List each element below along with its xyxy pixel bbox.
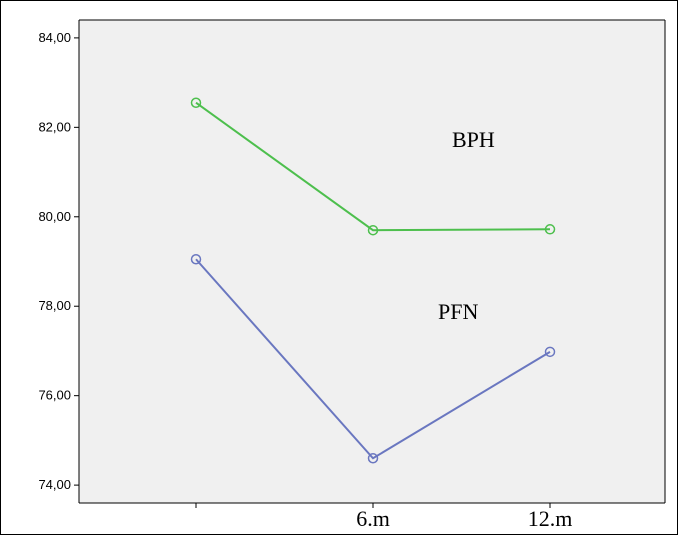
y-tick-label: 74,00: [38, 477, 71, 492]
data-point-bph: [544, 224, 556, 235]
series-points: [190, 97, 556, 464]
y-tick-label: 84,00: [38, 30, 71, 45]
data-point-pfn: [190, 254, 202, 265]
series-label-bph: BPH: [452, 127, 495, 152]
x-tick-label: 6.m: [356, 506, 390, 531]
series-lines: [195, 101, 551, 460]
y-tick-label: 78,00: [38, 298, 71, 313]
series-label-pfn: PFN: [438, 299, 478, 324]
y-axis-ticks: 84,00 82,00 80,00 78,00 76,00 74,00: [38, 30, 79, 492]
x-tick-label: 12.m: [528, 506, 573, 531]
series-line-bph: [195, 101, 551, 232]
x-axis-ticks: 6.m 12.m: [195, 503, 573, 531]
data-point-pfn: [544, 346, 556, 358]
data-point-pfn: [367, 453, 379, 464]
y-tick-label: 76,00: [38, 388, 71, 403]
y-tick-label: 80,00: [38, 209, 71, 224]
data-point-bph: [190, 97, 202, 108]
data-point-bph: [367, 224, 379, 236]
plot-area: [79, 20, 665, 503]
series-line-pfn: [195, 258, 551, 460]
y-tick-label: 82,00: [38, 119, 71, 134]
